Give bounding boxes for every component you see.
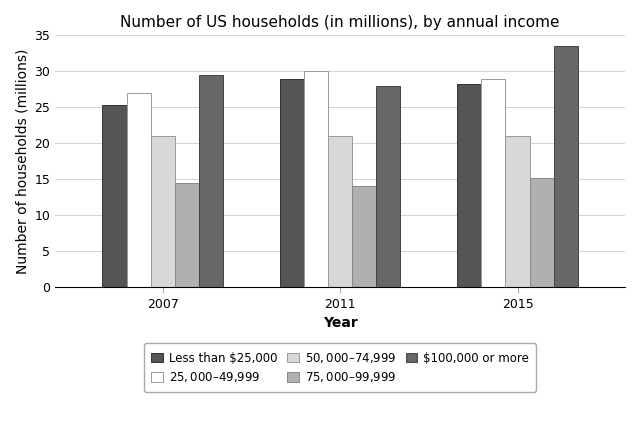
Bar — [376, 86, 401, 287]
Bar — [280, 78, 304, 287]
Bar — [175, 183, 199, 287]
X-axis label: Year: Year — [323, 316, 358, 330]
Bar — [199, 75, 223, 287]
Title: Number of US households (in millions), by annual income: Number of US households (in millions), b… — [120, 15, 560, 30]
Bar — [554, 46, 578, 287]
Legend: Less than $25,000, $25,000–$49,999, $50,000–$74,999, $75,000–$99,999, $100,000 o: Less than $25,000, $25,000–$49,999, $50,… — [144, 344, 536, 392]
Bar — [102, 105, 127, 287]
Y-axis label: Number of households (millions): Number of households (millions) — [15, 48, 29, 274]
Bar — [150, 136, 175, 287]
Bar — [352, 187, 376, 287]
Bar — [304, 71, 328, 287]
Bar — [127, 93, 150, 287]
Bar — [529, 178, 554, 287]
Bar — [457, 84, 481, 287]
Bar — [481, 78, 506, 287]
Bar — [328, 136, 352, 287]
Bar — [506, 136, 529, 287]
